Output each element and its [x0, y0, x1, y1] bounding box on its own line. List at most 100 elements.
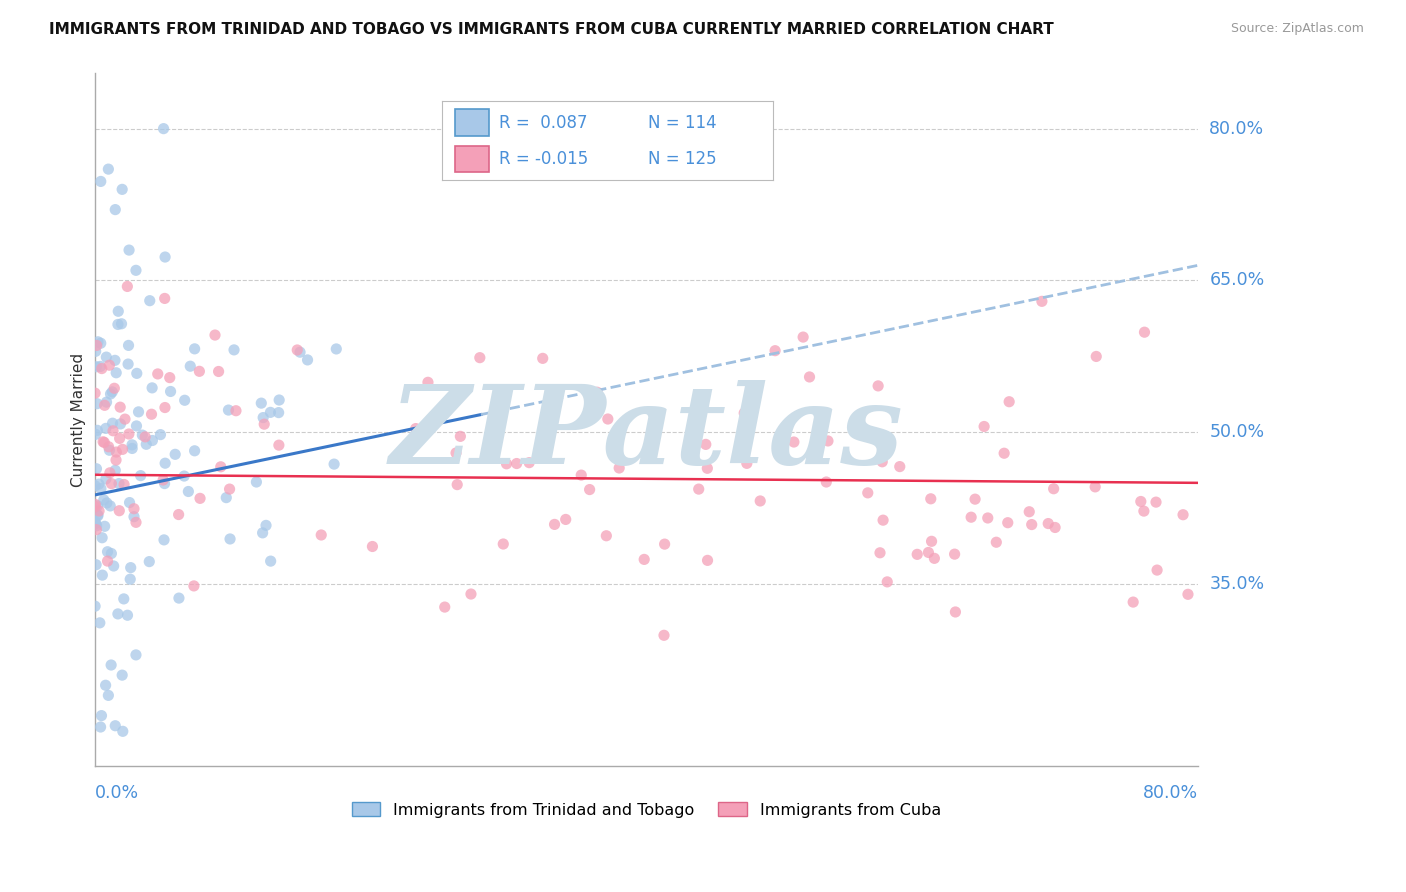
Point	[90, 482, 112, 496]
Point	[1038, 516, 1060, 531]
Point	[259, 554, 281, 568]
Point	[94, 678, 117, 692]
Point	[111, 442, 134, 457]
Point	[924, 551, 946, 566]
Point	[111, 724, 134, 739]
Point	[1021, 517, 1043, 532]
Point	[152, 473, 174, 487]
Point	[96, 554, 118, 568]
Point	[165, 447, 187, 461]
Point	[1043, 520, 1066, 534]
Point	[125, 367, 148, 381]
Point	[222, 343, 245, 357]
Point	[91, 568, 114, 582]
Point	[87, 504, 110, 518]
Point	[108, 504, 131, 518]
Point	[1146, 563, 1168, 577]
Point	[86, 338, 108, 352]
Point	[977, 511, 1000, 525]
Point	[1085, 350, 1108, 364]
Point	[121, 442, 143, 456]
Point	[100, 387, 122, 401]
Point	[323, 457, 346, 471]
Point	[101, 424, 124, 438]
Point	[153, 292, 176, 306]
Point	[105, 366, 128, 380]
Point	[763, 343, 786, 358]
Point	[97, 440, 120, 454]
Point	[695, 437, 717, 451]
Point	[114, 412, 136, 426]
Point	[84, 558, 107, 572]
Point	[84, 599, 107, 614]
Point	[122, 509, 145, 524]
Point	[595, 529, 617, 543]
Point	[104, 463, 127, 477]
Point	[139, 293, 162, 308]
Point	[254, 518, 277, 533]
Point	[117, 279, 139, 293]
Point	[517, 456, 540, 470]
Point	[586, 385, 609, 400]
Point	[152, 121, 174, 136]
Point	[446, 477, 468, 491]
Point	[792, 330, 814, 344]
Point	[98, 499, 121, 513]
Point	[111, 668, 134, 682]
Point	[107, 318, 129, 332]
Point	[117, 608, 139, 623]
Point	[110, 317, 132, 331]
Point	[856, 486, 879, 500]
Point	[920, 491, 942, 506]
Point	[1129, 494, 1152, 508]
Point	[325, 342, 347, 356]
Point	[125, 516, 148, 530]
Text: Source: ZipAtlas.com: Source: ZipAtlas.com	[1230, 22, 1364, 36]
Y-axis label: Currently Married: Currently Married	[72, 352, 86, 487]
Point	[815, 475, 838, 489]
Point	[101, 416, 124, 430]
Point	[108, 476, 131, 491]
Point	[120, 560, 142, 574]
Point	[117, 338, 139, 352]
Point	[103, 559, 125, 574]
Point	[107, 304, 129, 318]
Point	[90, 720, 112, 734]
Point	[108, 400, 131, 414]
Point	[94, 472, 117, 486]
Point	[96, 496, 118, 510]
Point	[125, 648, 148, 662]
Point	[872, 513, 894, 527]
Text: 35.0%: 35.0%	[1209, 575, 1264, 593]
Point	[117, 357, 139, 371]
Point	[84, 515, 107, 529]
Point	[596, 412, 619, 426]
Point	[183, 342, 205, 356]
Point	[97, 162, 120, 177]
Point	[86, 397, 108, 411]
Point	[91, 434, 114, 449]
Point	[93, 492, 115, 507]
Point	[917, 545, 939, 559]
Point	[173, 469, 195, 483]
Point	[84, 500, 107, 514]
Point	[868, 379, 890, 393]
Text: 50.0%: 50.0%	[1209, 423, 1264, 442]
Point	[218, 403, 240, 417]
Point	[86, 462, 108, 476]
Point	[84, 498, 107, 512]
Point	[735, 456, 758, 470]
Point	[112, 477, 135, 491]
Point	[104, 719, 127, 733]
Point	[416, 376, 439, 390]
Point	[89, 615, 111, 630]
Text: 0.0%: 0.0%	[94, 784, 139, 803]
Point	[997, 516, 1019, 530]
Point	[177, 484, 200, 499]
Point	[86, 523, 108, 537]
Point	[993, 446, 1015, 460]
Point	[578, 483, 600, 497]
Point	[141, 407, 163, 421]
Point	[167, 508, 190, 522]
Point	[986, 535, 1008, 549]
